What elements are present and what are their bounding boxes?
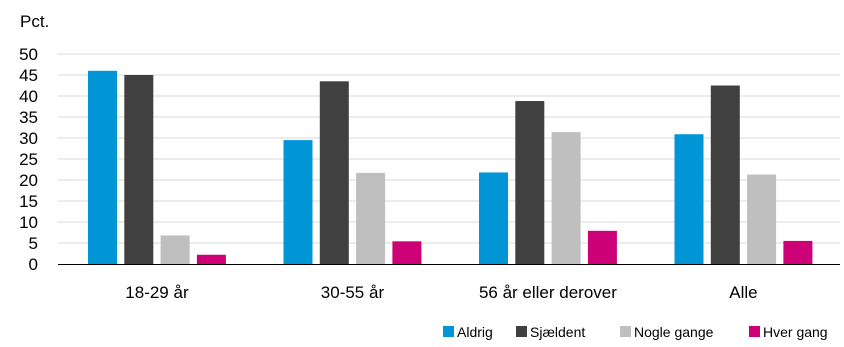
y-tick-label: 20 [19, 171, 38, 190]
legend-label: Sjældent [530, 324, 585, 340]
y-tick-label: 40 [19, 87, 38, 106]
legend-label: Hver gang [763, 324, 828, 340]
x-tick-label: 18-29 år [125, 283, 189, 302]
bar [356, 172, 386, 264]
legend-label: Nogle gange [634, 324, 714, 340]
x-tick-label: Alle [729, 283, 757, 302]
bar [747, 174, 777, 264]
y-tick-label: 45 [19, 66, 38, 85]
legend-swatch [749, 326, 760, 337]
y-tick-labels: 0 5 10 15 20 25 30 35 40 45 50 [19, 45, 38, 274]
legend-swatch [620, 326, 631, 337]
bar [710, 85, 740, 264]
legend: Aldrig Sjældent Nogle gange Hver gang [443, 324, 828, 340]
y-tick-label: 0 [29, 255, 38, 274]
bar [674, 134, 704, 264]
bar [515, 101, 545, 264]
y-tick-label: 35 [19, 108, 38, 127]
bar [160, 235, 190, 264]
y-tick-label: 50 [19, 45, 38, 64]
bar [479, 172, 508, 264]
legend-swatch [443, 326, 454, 337]
bar [283, 140, 313, 264]
bar [783, 240, 813, 264]
y-tick-label: 25 [19, 150, 38, 169]
bar [88, 70, 117, 264]
bars [88, 70, 813, 264]
legend-swatch [516, 326, 527, 337]
x-tick-labels: 18-29 år 30-55 år 56 år eller derover Alle [125, 283, 757, 302]
bar [392, 241, 422, 264]
bar [319, 81, 349, 264]
gridlines [58, 53, 840, 244]
bar [587, 230, 617, 264]
y-tick-label: 5 [29, 234, 38, 253]
bar [124, 75, 154, 264]
x-tick-label: 30-55 år [321, 283, 385, 302]
y-axis-label: Pct. [20, 12, 49, 31]
y-tick-label: 30 [19, 129, 38, 148]
x-tick-label: 56 år eller derover [479, 283, 617, 302]
legend-label: Aldrig [457, 324, 493, 340]
y-tick-label: 10 [19, 213, 38, 232]
bar [196, 254, 226, 264]
bar [551, 132, 581, 264]
y-tick-label: 15 [19, 192, 38, 211]
